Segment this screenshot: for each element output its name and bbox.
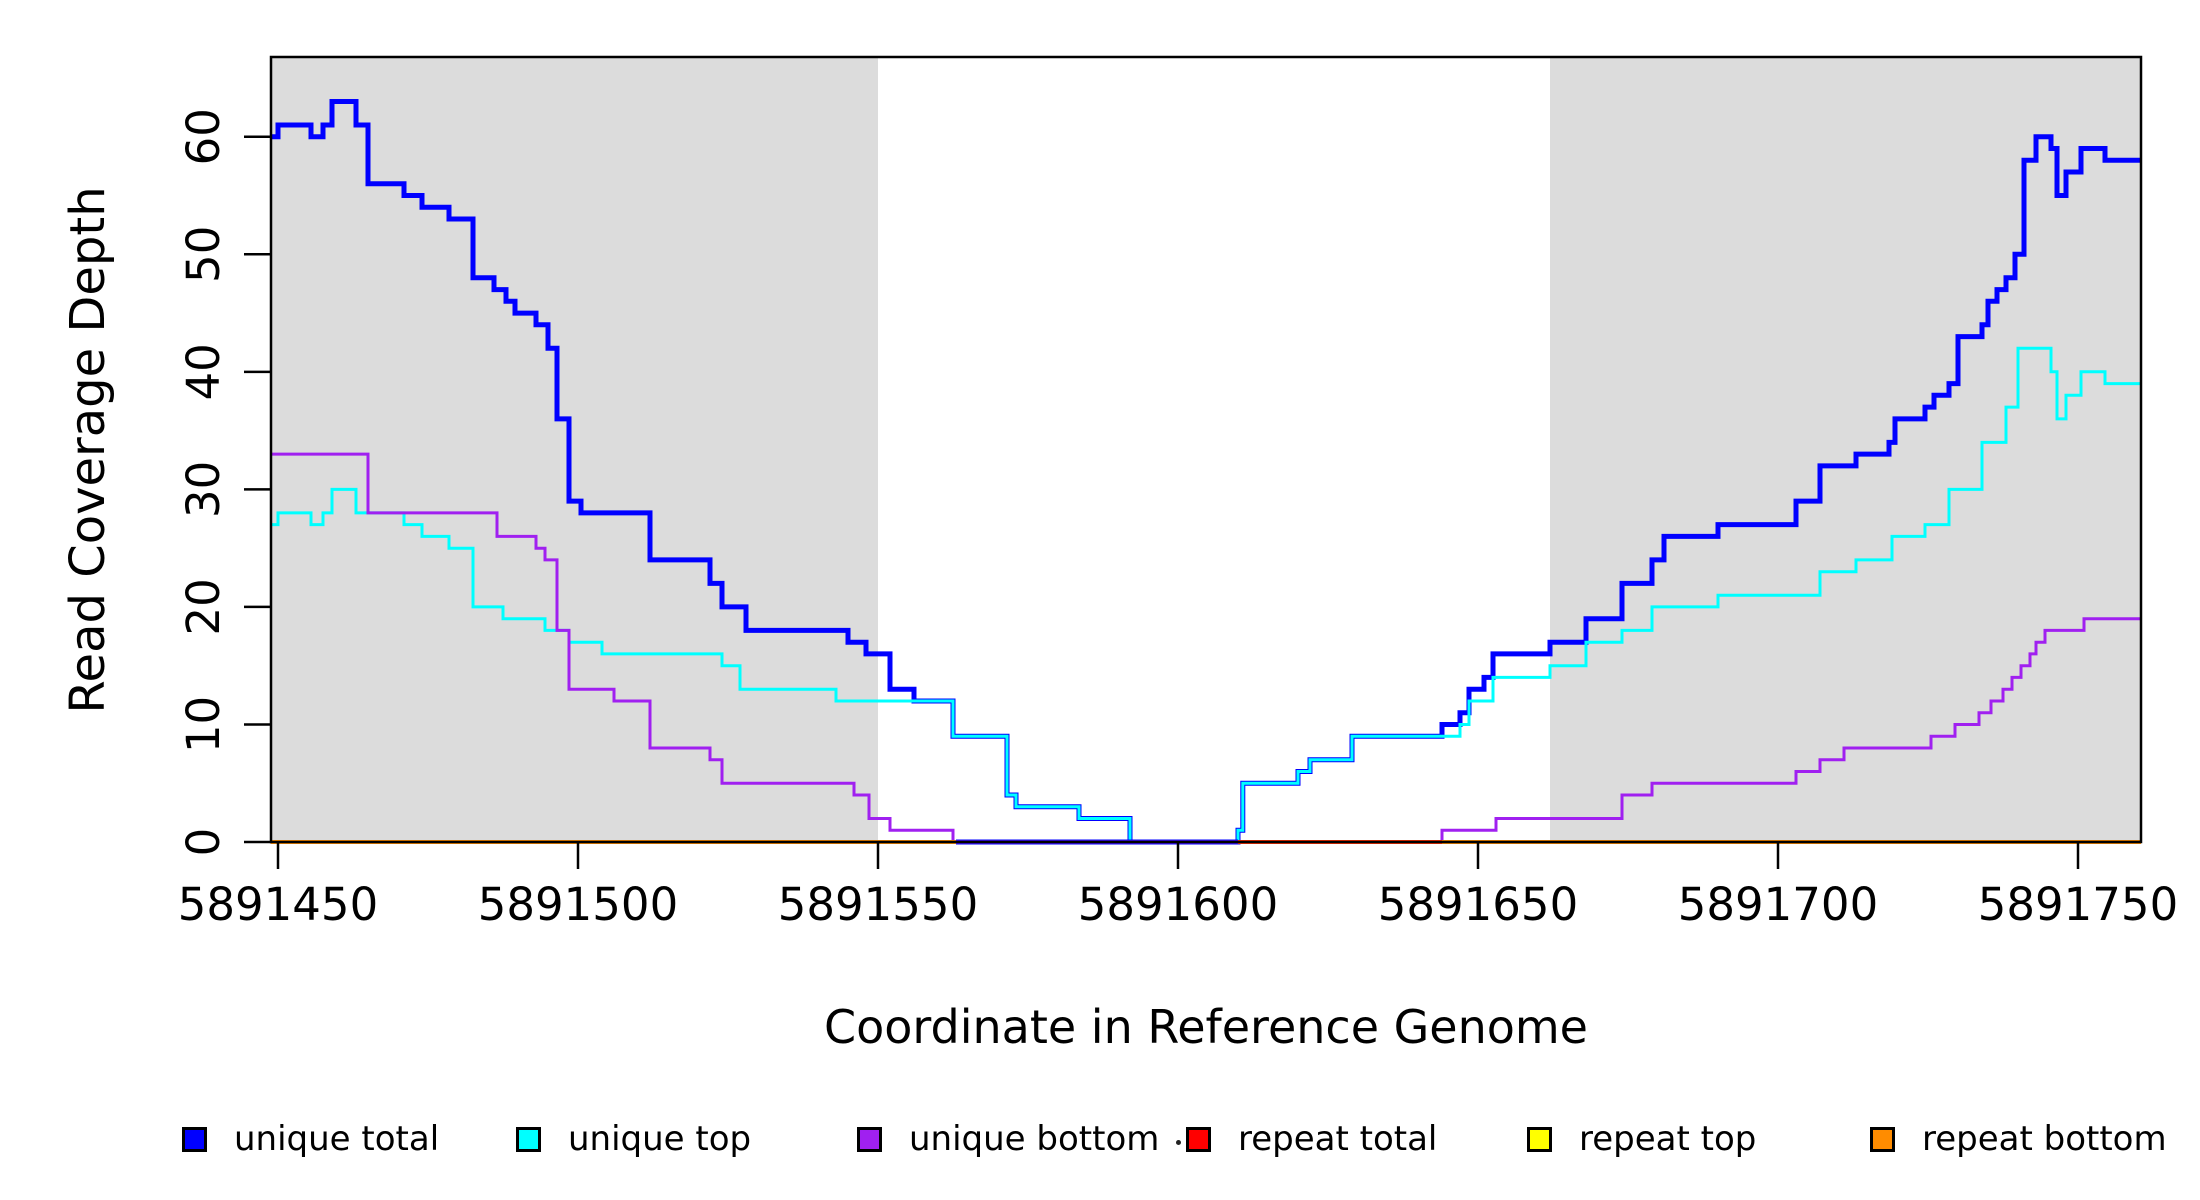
x-tick-label: 5891700	[1678, 878, 1878, 931]
x-tick-label: 5891750	[1978, 878, 2178, 931]
series-line-unique-bottom	[270, 452, 2141, 844]
right-shaded-region	[1550, 57, 2141, 842]
y-tick-label: 50	[177, 226, 230, 283]
x-tick-label: 5891600	[1078, 878, 1278, 931]
legend-item-repeat-top: repeat top	[1527, 1119, 1757, 1159]
legend-label: repeat bottom	[1922, 1119, 2167, 1159]
series-line-unique-top	[270, 346, 2141, 844]
plot-box	[269, 55, 2143, 844]
y-tick-label: 40	[177, 343, 230, 400]
x-tick-label: 5891650	[1378, 878, 1578, 931]
y-tick-label: 20	[177, 578, 230, 635]
legend-label: repeat total	[1238, 1119, 1438, 1159]
unique-bottom-swatch-icon	[857, 1126, 882, 1152]
legend-item-repeat-total: repeat total	[1186, 1119, 1438, 1159]
x-tick-label: 5891550	[778, 878, 978, 931]
x-axis-title: Coordinate in Reference Genome	[824, 1000, 1588, 1054]
repeat-total-swatch-icon	[1186, 1126, 1211, 1152]
y-tick-label: 0	[177, 828, 230, 857]
legend-label: unique bottom	[909, 1119, 1160, 1159]
legend-item-repeat-bottom: repeat bottom	[1870, 1119, 2167, 1159]
legend-item-unique-top: unique top	[516, 1119, 752, 1159]
y-axis-title: Read Coverage Depth	[60, 186, 116, 714]
legend-item-unique-bottom: unique bottom	[857, 1119, 1160, 1159]
left-shaded-region	[270, 57, 878, 842]
y-tick-label: 10	[177, 696, 230, 753]
unique-top-swatch-icon	[516, 1126, 541, 1152]
legend-label: repeat top	[1579, 1119, 1757, 1159]
stray-dot-artifact	[1176, 1140, 1181, 1145]
y-tick-label: 60	[177, 108, 230, 165]
y-tick-label: 30	[177, 461, 230, 518]
legend-label: unique top	[568, 1119, 752, 1159]
legend-item-unique-total: unique total	[182, 1119, 440, 1159]
repeat-top-swatch-icon	[1527, 1126, 1552, 1152]
legend-label: unique total	[234, 1119, 440, 1159]
x-tick-label: 5891450	[178, 878, 378, 931]
x-tick-label: 5891500	[478, 878, 678, 931]
repeat-bottom-swatch-icon	[1870, 1126, 1895, 1152]
unique-total-swatch-icon	[182, 1126, 207, 1152]
